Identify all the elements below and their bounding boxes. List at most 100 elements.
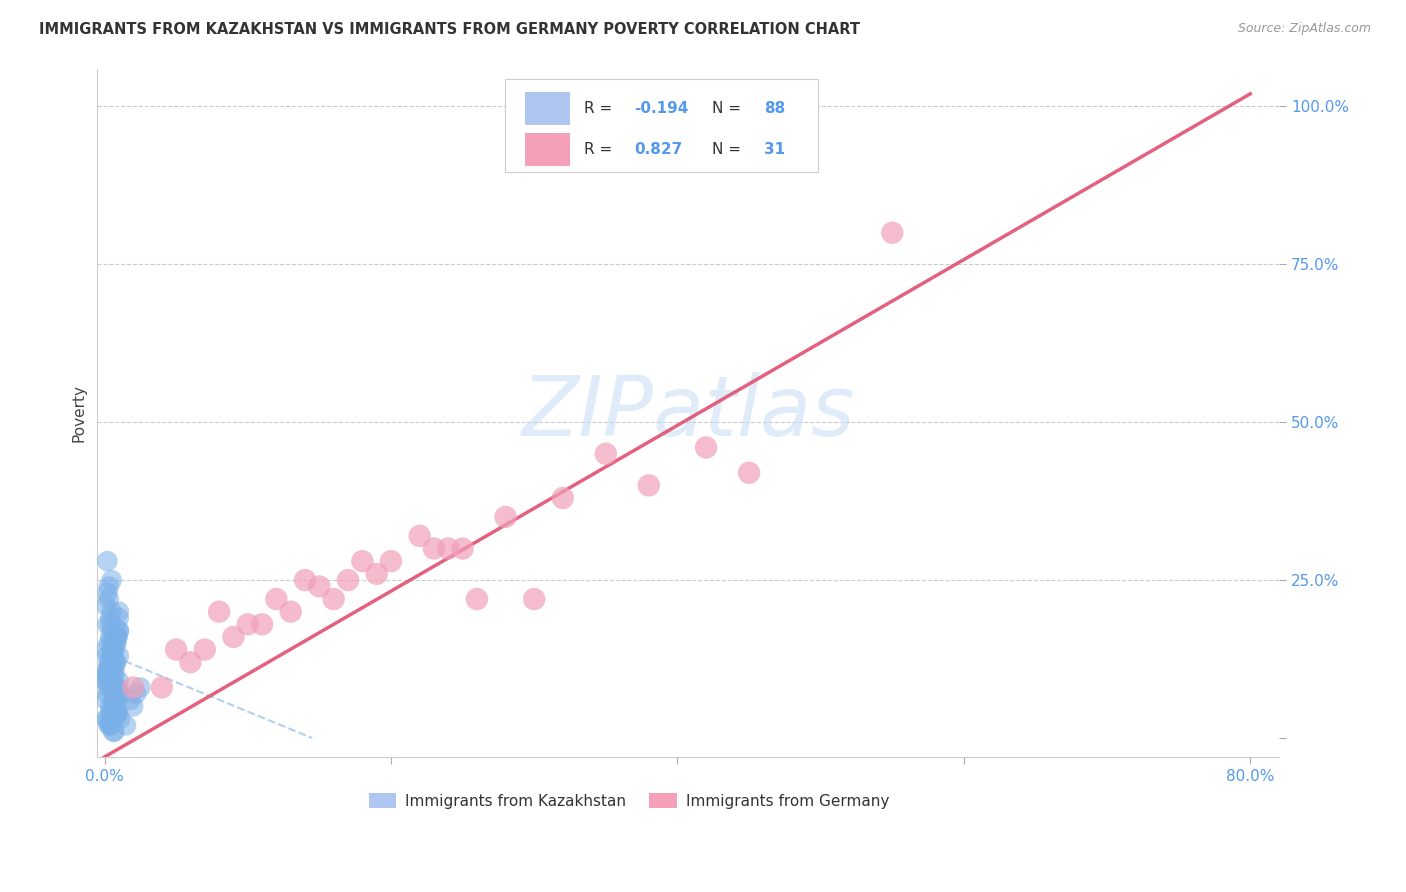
Point bbox=[103, 642, 125, 657]
Point bbox=[97, 579, 120, 593]
Point bbox=[98, 712, 121, 726]
Point bbox=[108, 624, 131, 638]
Point bbox=[104, 681, 127, 695]
Point bbox=[294, 573, 316, 587]
Point bbox=[104, 636, 127, 650]
Point bbox=[266, 592, 288, 607]
Point bbox=[100, 573, 122, 587]
Text: 31: 31 bbox=[763, 142, 785, 157]
Text: R =: R = bbox=[585, 101, 617, 116]
Point bbox=[98, 706, 121, 720]
Point bbox=[100, 648, 122, 663]
Point bbox=[352, 554, 374, 568]
Point bbox=[101, 693, 124, 707]
Point bbox=[408, 529, 430, 543]
FancyBboxPatch shape bbox=[505, 78, 818, 172]
Point bbox=[97, 661, 120, 675]
Point bbox=[122, 699, 145, 714]
Text: R =: R = bbox=[585, 142, 623, 157]
Point bbox=[100, 605, 122, 619]
Point bbox=[101, 724, 124, 739]
Point bbox=[108, 605, 131, 619]
Point bbox=[110, 712, 132, 726]
Point bbox=[94, 642, 117, 657]
Point bbox=[98, 718, 121, 732]
Point bbox=[108, 674, 131, 689]
Point bbox=[107, 681, 129, 695]
Point bbox=[94, 599, 117, 613]
Point bbox=[94, 668, 117, 682]
Point bbox=[96, 687, 118, 701]
Point bbox=[96, 712, 118, 726]
Point bbox=[101, 655, 124, 669]
Point bbox=[94, 674, 117, 689]
Point bbox=[107, 706, 129, 720]
Point bbox=[104, 655, 127, 669]
Point bbox=[125, 687, 148, 701]
Point bbox=[96, 668, 118, 682]
Point bbox=[108, 611, 131, 625]
Point bbox=[100, 624, 122, 638]
Point bbox=[108, 624, 131, 638]
Point bbox=[101, 668, 124, 682]
Point bbox=[280, 605, 302, 619]
Point bbox=[98, 699, 121, 714]
Point bbox=[96, 648, 118, 663]
Point bbox=[96, 554, 118, 568]
Point bbox=[97, 655, 120, 669]
Point bbox=[107, 706, 129, 720]
Point bbox=[101, 642, 124, 657]
Point bbox=[100, 642, 122, 657]
Text: 0.827: 0.827 bbox=[634, 142, 682, 157]
Point bbox=[96, 586, 118, 600]
Bar bbox=[524, 133, 569, 166]
Point bbox=[108, 687, 131, 701]
Point bbox=[222, 630, 245, 644]
Point bbox=[595, 447, 617, 461]
Point bbox=[308, 579, 330, 593]
Point bbox=[179, 655, 201, 669]
Point bbox=[738, 466, 761, 480]
Point bbox=[103, 668, 125, 682]
Text: N =: N = bbox=[711, 142, 745, 157]
Point bbox=[100, 655, 122, 669]
Point bbox=[107, 706, 129, 720]
Point bbox=[165, 642, 187, 657]
Point bbox=[495, 510, 517, 524]
Point bbox=[100, 648, 122, 663]
Point bbox=[103, 724, 125, 739]
Point bbox=[104, 636, 127, 650]
Point bbox=[120, 693, 142, 707]
Point bbox=[107, 630, 129, 644]
Point bbox=[437, 541, 460, 556]
Point bbox=[451, 541, 474, 556]
Point bbox=[100, 674, 122, 689]
Point bbox=[115, 718, 138, 732]
Text: -0.194: -0.194 bbox=[634, 101, 688, 116]
Point bbox=[551, 491, 574, 505]
Point bbox=[380, 554, 402, 568]
Point bbox=[97, 681, 120, 695]
Point bbox=[94, 674, 117, 689]
Point bbox=[101, 699, 124, 714]
Point bbox=[98, 611, 121, 625]
Point bbox=[208, 605, 231, 619]
Point bbox=[103, 630, 125, 644]
Legend: Immigrants from Kazakhstan, Immigrants from Germany: Immigrants from Kazakhstan, Immigrants f… bbox=[363, 787, 896, 814]
Point bbox=[94, 693, 117, 707]
Point bbox=[150, 681, 173, 695]
Point bbox=[465, 592, 488, 607]
Point bbox=[104, 681, 127, 695]
Point bbox=[110, 687, 132, 701]
Point bbox=[337, 573, 360, 587]
Point bbox=[96, 617, 118, 632]
Point bbox=[96, 668, 118, 682]
Point bbox=[695, 441, 717, 455]
Point bbox=[97, 661, 120, 675]
Point bbox=[101, 648, 124, 663]
Point bbox=[103, 661, 125, 675]
Point bbox=[100, 636, 122, 650]
Point bbox=[366, 566, 388, 581]
Y-axis label: Poverty: Poverty bbox=[72, 384, 86, 442]
Point bbox=[101, 699, 124, 714]
